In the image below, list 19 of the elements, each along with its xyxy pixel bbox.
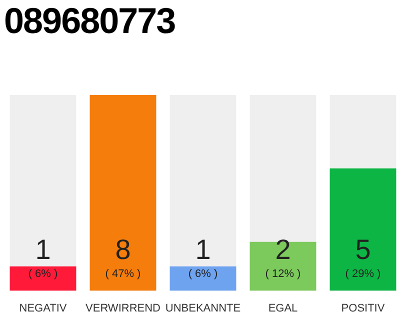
bar [170,266,236,291]
data-label: 1 [195,234,211,265]
bar [250,242,316,291]
data-label: 2 [275,234,291,265]
chart-title: 089680773 [4,0,176,42]
x-tick-label: POSITIV [341,302,386,314]
data-label: 1 [35,234,51,265]
x-tick-label: EGAL [268,302,298,314]
annotation: ( 6% ) [188,268,218,280]
annotation: ( 6% ) [28,268,58,280]
x-tick-label: VERWIRREND [86,302,161,314]
data-label: 8 [115,234,131,265]
annotation: ( 12% ) [265,268,301,280]
data-label: 5 [355,234,371,265]
x-tick-label: UNBEKANNTE [165,302,241,314]
annotation: ( 29% ) [345,268,381,280]
bar [10,266,76,291]
annotation: ( 47% ) [105,268,141,280]
x-tick-label: NEGATIV [19,302,68,314]
